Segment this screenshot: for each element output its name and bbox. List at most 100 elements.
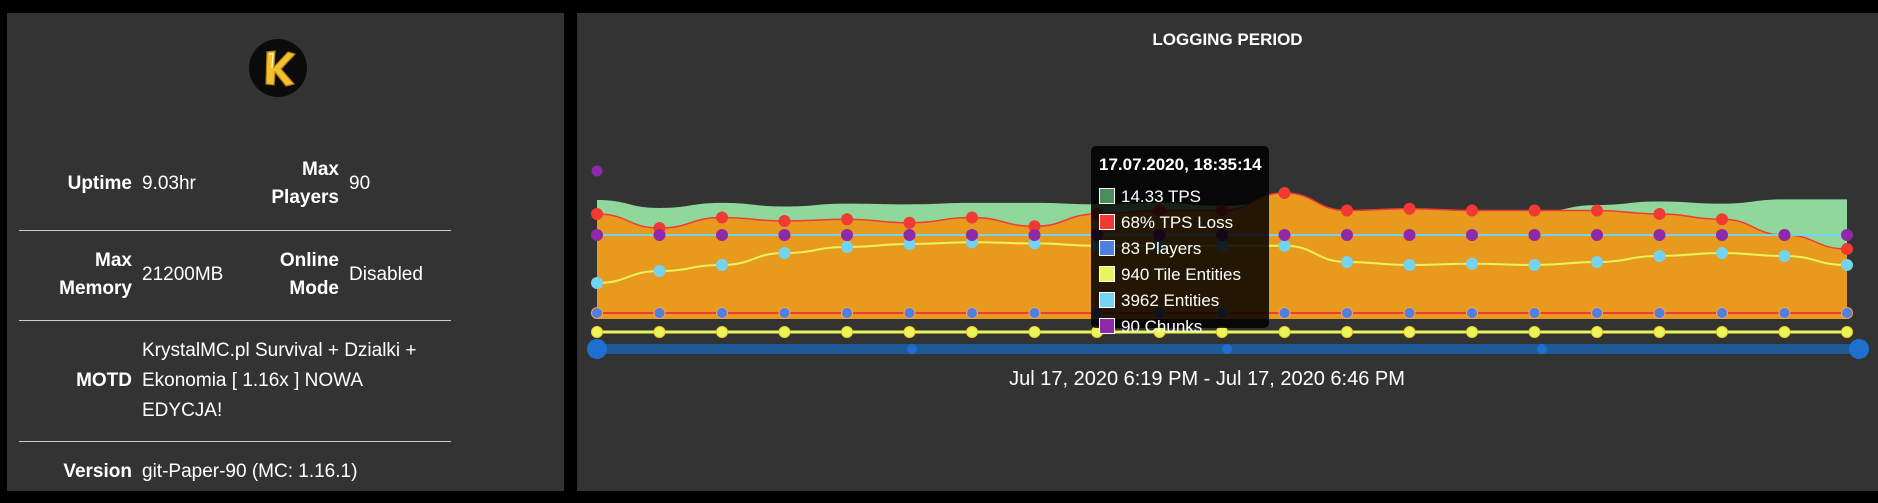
entities-point	[1466, 257, 1478, 270]
entities-point	[1591, 256, 1603, 268]
max-players-value: 90	[349, 173, 371, 195]
tps-loss-point	[903, 216, 916, 229]
entities-point	[1653, 250, 1666, 262]
entities-point	[591, 277, 603, 289]
entities-swatch	[1099, 292, 1115, 308]
server-info-panel: Uptime 9.03hr Max Players 90 Max Memory 21…	[7, 13, 564, 491]
range-navigator[interactable]	[587, 339, 1869, 359]
players-point	[1653, 307, 1666, 319]
tps-loss-point	[1341, 204, 1353, 217]
players-point	[841, 307, 853, 319]
tile-entities-point	[841, 326, 853, 338]
entities-point	[1403, 259, 1416, 271]
version-label: Version	[63, 461, 132, 483]
chunks-point	[591, 165, 603, 177]
tile-entities-point	[1716, 326, 1728, 338]
tps-loss-point	[1591, 204, 1603, 217]
players-point	[1841, 307, 1853, 319]
tps-loss-point	[966, 211, 978, 224]
tile-entities-point	[1403, 326, 1416, 338]
players-point	[903, 307, 916, 319]
players-point	[1716, 307, 1728, 319]
chunks-point	[591, 229, 603, 241]
chunks-point	[1278, 229, 1291, 241]
tile-entities-point	[1528, 326, 1541, 338]
tps-loss-swatch	[1099, 214, 1115, 230]
motd-value: KrystalMC.pl Survival + Dzialki + Ekonom…	[142, 339, 417, 421]
tooltip-item-entities: 3962 Entities	[1099, 290, 1219, 312]
tile-entities-point	[1841, 326, 1853, 338]
tooltip-title: 17.07.2020, 18:35:14	[1099, 155, 1262, 174]
chart-tooltip: 17.07.2020, 18:35:14 14.33 TPS 68% TPS L…	[1091, 146, 1269, 336]
chunks-point	[1653, 229, 1666, 241]
online-mode-label: Online Mode	[279, 250, 339, 299]
tps-swatch	[1099, 188, 1115, 204]
tps-loss-point	[778, 215, 791, 227]
tile-entities-point	[1028, 326, 1041, 338]
tile-entities-point	[1278, 326, 1291, 338]
tooltip-item-tps-loss: 68% TPS Loss	[1099, 212, 1233, 234]
chunks-point	[1841, 229, 1853, 241]
tps-loss-point	[716, 211, 728, 224]
server-info-table: Uptime 9.03hr Max Players 90 Max Memory 21…	[19, 139, 451, 503]
tile-entities-point	[903, 326, 916, 338]
tile-entities-point	[1216, 326, 1228, 338]
players-point	[1341, 307, 1353, 319]
server-logo	[249, 39, 307, 97]
navigator-tick	[1537, 344, 1547, 354]
info-row-version: Version git-Paper-90 (MC: 1.16.1)	[19, 441, 451, 503]
info-row-memory: Max Memory 21200MB Online Mode Disabled	[19, 230, 451, 320]
players-point	[1278, 307, 1291, 319]
max-memory-label: Max Memory	[59, 250, 132, 299]
players-point	[1466, 307, 1478, 319]
chunks-point	[1528, 229, 1541, 241]
online-mode-value: Disabled	[349, 264, 423, 285]
tile-entities-point	[591, 326, 603, 338]
entities-point	[1716, 247, 1728, 259]
tile-entities-point	[653, 326, 666, 338]
chunks-point	[1778, 229, 1791, 241]
motd-label: MOTD	[76, 369, 132, 391]
chunks-point	[653, 229, 666, 241]
chunks-point	[1466, 229, 1478, 241]
tile-entities-point	[716, 326, 728, 338]
max-players-label: Max Players	[271, 159, 339, 209]
players-point	[966, 307, 978, 319]
tps-loss-point	[1278, 187, 1291, 199]
players-point	[1028, 307, 1041, 319]
tps-loss-point	[1466, 204, 1478, 217]
logging-period-chart-panel: LOGGING PERIOD Jul 17, 2020 6:19 PM - Ju…	[577, 13, 1878, 491]
players-point	[1403, 307, 1416, 319]
chunks-point	[903, 229, 916, 241]
chunks-swatch	[1099, 318, 1115, 334]
tps-loss-point	[841, 213, 853, 226]
version-value: git-Paper-90 (MC: 1.16.1)	[142, 461, 358, 483]
tps-loss-point	[1528, 204, 1541, 217]
tps-loss-point	[1716, 213, 1728, 226]
navigator-right-handle[interactable]	[1849, 339, 1869, 359]
entities-point	[716, 259, 728, 271]
chart-title: LOGGING PERIOD	[1152, 30, 1303, 49]
entities-point	[1528, 259, 1541, 271]
navigator-left-handle[interactable]	[587, 339, 607, 359]
chunks-point	[1591, 229, 1603, 241]
tooltip-item-tps: 14.33 TPS	[1099, 186, 1201, 208]
tile-entities-swatch	[1099, 266, 1115, 282]
entities-point	[1778, 250, 1791, 262]
info-row-uptime: Uptime 9.03hr Max Players 90	[19, 139, 451, 230]
tps-loss-point	[1653, 208, 1666, 220]
tile-entities-point	[1341, 326, 1353, 338]
players-swatch	[1099, 240, 1115, 256]
chunks-point	[778, 229, 791, 241]
uptime-label: Uptime	[67, 173, 132, 195]
players-point	[778, 307, 791, 319]
tile-entities-point	[1778, 326, 1791, 338]
entities-point	[653, 265, 666, 277]
chunks-point	[1341, 229, 1353, 241]
tps-loss-point	[591, 208, 603, 220]
uptime-value: 9.03hr	[142, 173, 196, 195]
tps-loss-point	[1841, 243, 1853, 255]
chunks-point	[841, 229, 853, 241]
players-point	[1778, 307, 1791, 319]
navigator-tick	[907, 344, 917, 354]
